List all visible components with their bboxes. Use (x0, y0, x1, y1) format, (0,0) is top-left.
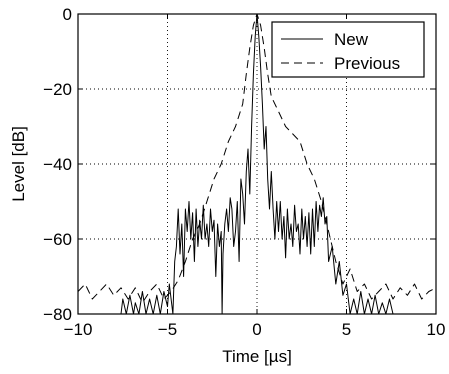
legend-box (271, 21, 425, 78)
y-tick-labels: 0 −20 −40 −60 −80 (43, 5, 72, 324)
y-tick-label: −80 (43, 305, 72, 324)
legend-label-new: New (334, 30, 369, 49)
x-axis-label: Time [µs] (222, 347, 292, 366)
x-tick-label: −5 (158, 320, 177, 339)
legend-label-previous: Previous (334, 54, 400, 73)
y-tick-label: −60 (43, 230, 72, 249)
x-tick-labels: −10 −5 0 5 10 (64, 320, 446, 339)
x-tick-label: −10 (64, 320, 93, 339)
y-axis-label: Level [dB] (9, 126, 28, 202)
y-tick-label: −40 (43, 155, 72, 174)
axis-ticks (77, 13, 437, 315)
y-tick-label: 0 (63, 5, 72, 24)
y-tick-label: −20 (43, 80, 72, 99)
series-line-new (120, 13, 394, 315)
legend: New Previous (271, 21, 425, 78)
x-tick-label: 5 (342, 320, 351, 339)
x-tick-label: 0 (252, 320, 261, 339)
x-tick-label: 10 (427, 320, 446, 339)
